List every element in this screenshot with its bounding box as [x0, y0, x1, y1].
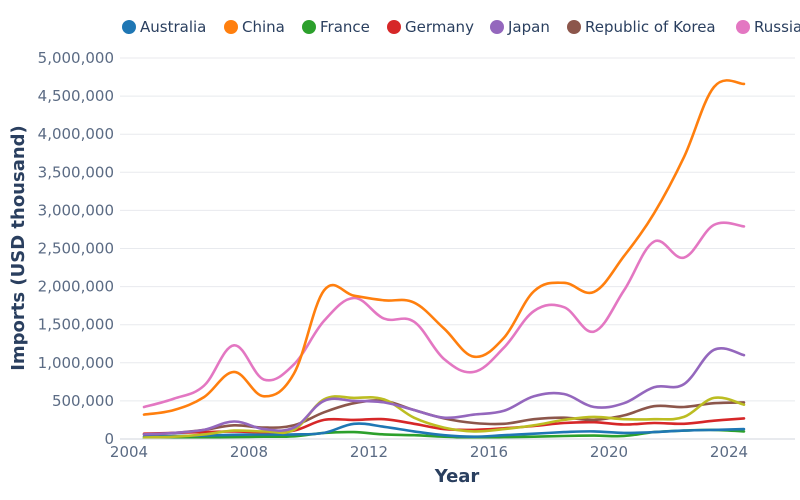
series-line-russia [142, 221, 746, 409]
y-tick-label: 0 [104, 430, 114, 448]
legend-marker-japan [490, 20, 504, 34]
y-tick-label: 1,500,000 [38, 316, 114, 334]
gridlines [120, 57, 795, 402]
legend-label-republic-of-korea: Republic of Korea [585, 18, 716, 36]
x-axis-title: Year [434, 466, 480, 487]
y-tick-label: 3,000,000 [38, 201, 114, 219]
y-tick-label: 3,500,000 [38, 163, 114, 181]
series-lines [142, 79, 746, 440]
legend-marker-republic-of-korea [567, 20, 581, 34]
y-tick-labels: 0 500,000 1,000,000 1,500,000 2,000,000 2,500… [38, 49, 114, 448]
x-tick-label: 2024 [710, 443, 748, 461]
legend-marker-australia [122, 20, 136, 34]
y-tick-label: 2,500,000 [38, 240, 114, 258]
legend-label-australia: Australia [140, 18, 206, 36]
series-line-japan [142, 347, 746, 436]
y-tick-label: 2,000,000 [38, 278, 114, 296]
x-tick-label: 2012 [350, 443, 388, 461]
x-tick-labels: 2004 2008 2012 2016 2020 2024 [110, 443, 748, 461]
legend-label-china: China [242, 18, 285, 36]
y-axis-title: Imports (USD thousand) [8, 125, 29, 371]
x-tick-label: 2008 [230, 443, 268, 461]
legend-marker-china [224, 20, 238, 34]
x-tick-label: 2004 [110, 443, 148, 461]
legend-label-germany: Germany [405, 18, 474, 36]
y-tick-label: 1,000,000 [38, 354, 114, 372]
legend-marker-germany [387, 20, 401, 34]
legend-marker-france [302, 20, 316, 34]
series-line-china [142, 79, 746, 416]
y-tick-label: 4,500,000 [38, 87, 114, 105]
x-tick-label: 2016 [470, 443, 508, 461]
legend-label-russia: Russia [754, 18, 800, 36]
x-tick-label: 2020 [590, 443, 628, 461]
legend: Australia China France Germany Japan Republic… [122, 18, 800, 36]
y-tick-label: 5,000,000 [38, 49, 114, 67]
y-tick-label: 500,000 [52, 392, 114, 410]
series-line-unnamed [142, 395, 746, 439]
legend-label-france: France [320, 18, 370, 36]
legend-label-japan: Japan [507, 18, 550, 36]
legend-marker-russia [736, 20, 750, 34]
y-tick-label: 4,000,000 [38, 125, 114, 143]
series-line-australia [142, 422, 746, 438]
